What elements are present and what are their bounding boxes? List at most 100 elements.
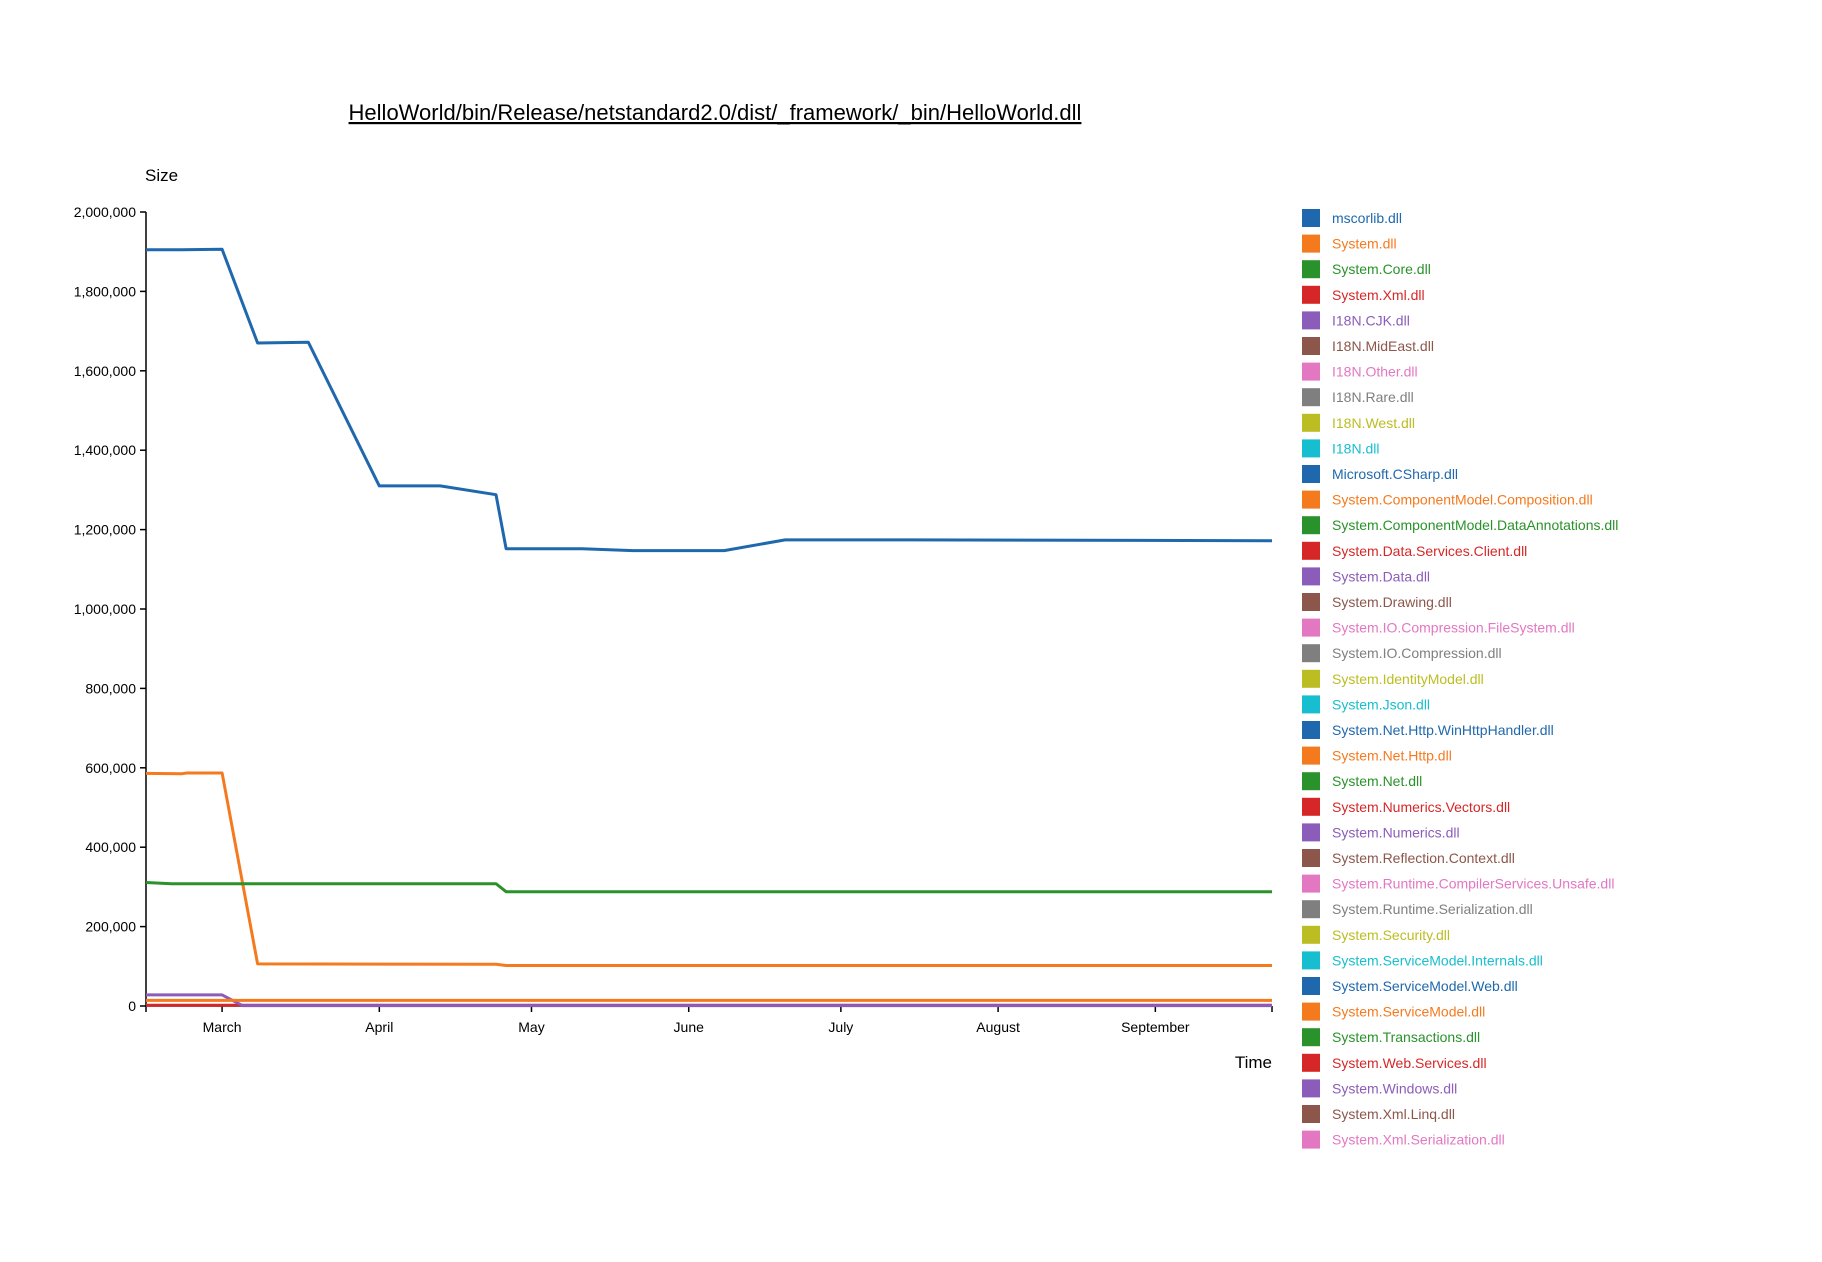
legend-label[interactable]: System.Json.dll	[1332, 696, 1430, 712]
legend-swatch[interactable]	[1302, 285, 1320, 304]
legend-item[interactable]: System.Xml.Serialization.dll	[1302, 1130, 1505, 1149]
legend-item[interactable]: System.Json.dll	[1302, 695, 1430, 714]
legend-swatch[interactable]	[1302, 1028, 1320, 1047]
legend-item[interactable]: System.Reflection.Context.dll	[1302, 849, 1515, 867]
legend-item[interactable]: I18N.West.dll	[1302, 413, 1415, 432]
legend-item[interactable]: System.dll	[1302, 234, 1397, 253]
legend-item[interactable]: System.Net.Http.WinHttpHandler.dll	[1302, 721, 1554, 739]
legend-swatch[interactable]	[1302, 234, 1320, 253]
legend-swatch[interactable]	[1302, 567, 1320, 586]
legend-label[interactable]: System.ComponentModel.DataAnnotations.dl…	[1332, 517, 1618, 533]
legend-label[interactable]: mscorlib.dll	[1332, 210, 1402, 226]
legend-label[interactable]: I18N.MidEast.dll	[1332, 338, 1434, 354]
legend-label[interactable]: System.Transactions.dll	[1332, 1029, 1480, 1045]
legend-swatch[interactable]	[1302, 772, 1320, 791]
legend-swatch[interactable]	[1302, 644, 1320, 663]
legend-item[interactable]: I18N.dll	[1302, 439, 1379, 458]
legend-label[interactable]: System.Numerics.dll	[1332, 824, 1460, 840]
legend-swatch[interactable]	[1302, 439, 1320, 458]
legend-label[interactable]: System.Net.Http.WinHttpHandler.dll	[1332, 722, 1554, 738]
legend-label[interactable]: System.Windows.dll	[1332, 1080, 1457, 1096]
legend-label[interactable]: System.Core.dll	[1332, 261, 1431, 277]
chart-title[interactable]: HelloWorld/bin/Release/netstandard2.0/di…	[349, 100, 1082, 125]
legend-swatch[interactable]	[1302, 413, 1320, 432]
legend-swatch[interactable]	[1302, 1079, 1320, 1098]
legend-swatch[interactable]	[1302, 260, 1320, 279]
legend-item[interactable]: System.Core.dll	[1302, 260, 1431, 279]
legend-item[interactable]: System.Data.dll	[1302, 567, 1430, 586]
series-line[interactable]	[145, 881, 1272, 894]
legend-swatch[interactable]	[1302, 593, 1320, 611]
legend-swatch[interactable]	[1302, 618, 1320, 637]
legend-label[interactable]: System.dll	[1332, 236, 1397, 252]
legend-label[interactable]: System.Runtime.Serialization.dll	[1332, 901, 1533, 917]
legend-item[interactable]: System.ServiceModel.Web.dll	[1302, 977, 1518, 995]
legend-swatch[interactable]	[1302, 362, 1320, 381]
legend-label[interactable]: System.Security.dll	[1332, 927, 1450, 943]
legend-swatch[interactable]	[1302, 1002, 1320, 1021]
legend-item[interactable]: System.Xml.Linq.dll	[1302, 1105, 1455, 1123]
legend-label[interactable]: I18N.West.dll	[1332, 415, 1415, 431]
legend-item[interactable]: I18N.MidEast.dll	[1302, 337, 1434, 355]
legend-item[interactable]: System.Web.Services.dll	[1302, 1053, 1487, 1072]
legend-swatch[interactable]	[1302, 951, 1320, 970]
legend-swatch[interactable]	[1302, 516, 1320, 535]
legend-label[interactable]: System.IO.Compression.dll	[1332, 645, 1502, 661]
legend-label[interactable]: System.IO.Compression.FileSystem.dll	[1332, 620, 1575, 636]
legend-label[interactable]: I18N.CJK.dll	[1332, 312, 1410, 328]
legend-swatch[interactable]	[1302, 925, 1320, 944]
legend-item[interactable]: System.IO.Compression.dll	[1302, 644, 1502, 663]
legend-swatch[interactable]	[1302, 1105, 1320, 1123]
legend-swatch[interactable]	[1302, 209, 1320, 227]
series-line[interactable]	[146, 247, 1273, 553]
legend-label[interactable]: System.Reflection.Context.dll	[1332, 850, 1515, 866]
legend-item[interactable]: System.ServiceModel.dll	[1302, 1002, 1485, 1021]
legend-item[interactable]: System.Transactions.dll	[1302, 1028, 1480, 1047]
legend-item[interactable]: System.Numerics.dll	[1302, 823, 1460, 842]
legend-label[interactable]: System.ServiceModel.Internals.dll	[1332, 952, 1543, 968]
legend-item[interactable]: System.Net.Http.dll	[1302, 746, 1452, 765]
legend-swatch[interactable]	[1302, 874, 1320, 893]
legend-swatch[interactable]	[1302, 721, 1320, 739]
legend-item[interactable]: Microsoft.CSharp.dll	[1302, 465, 1458, 483]
legend-swatch[interactable]	[1302, 849, 1320, 867]
legend-label[interactable]: System.Net.dll	[1332, 773, 1422, 789]
legend-item[interactable]: System.Runtime.CompilerServices.Unsafe.d…	[1302, 874, 1614, 893]
legend-swatch[interactable]	[1302, 1130, 1320, 1149]
legend-label[interactable]: System.Data.dll	[1332, 568, 1430, 584]
series-line[interactable]	[145, 771, 1272, 967]
legend-swatch[interactable]	[1302, 541, 1320, 560]
legend-swatch[interactable]	[1302, 797, 1320, 816]
legend-label[interactable]: I18N.Other.dll	[1332, 364, 1418, 380]
legend-item[interactable]: System.Net.dll	[1302, 772, 1422, 791]
legend-swatch[interactable]	[1302, 823, 1320, 842]
legend-swatch[interactable]	[1302, 1053, 1320, 1072]
legend-swatch[interactable]	[1302, 900, 1320, 919]
legend-swatch[interactable]	[1302, 490, 1320, 509]
legend-item[interactable]: System.ComponentModel.Composition.dll	[1302, 490, 1593, 509]
legend-item[interactable]: System.ServiceModel.Internals.dll	[1302, 951, 1543, 970]
legend-item[interactable]: System.Drawing.dll	[1302, 593, 1452, 611]
legend-label[interactable]: System.IdentityModel.dll	[1332, 671, 1484, 687]
legend-item[interactable]: System.Data.Services.Client.dll	[1302, 541, 1527, 560]
legend-item[interactable]: System.ComponentModel.DataAnnotations.dl…	[1302, 516, 1618, 535]
legend-item[interactable]: System.Runtime.Serialization.dll	[1302, 900, 1533, 919]
legend-label[interactable]: System.Runtime.CompilerServices.Unsafe.d…	[1332, 876, 1614, 892]
legend-swatch[interactable]	[1302, 746, 1320, 765]
legend-label[interactable]: I18N.dll	[1332, 440, 1379, 456]
legend-label[interactable]: System.Xml.dll	[1332, 287, 1425, 303]
legend-label[interactable]: System.ComponentModel.Composition.dll	[1332, 492, 1593, 508]
legend-item[interactable]: mscorlib.dll	[1302, 209, 1402, 227]
legend-label[interactable]: System.ServiceModel.dll	[1332, 1004, 1485, 1020]
legend-item[interactable]: System.Windows.dll	[1302, 1079, 1457, 1098]
legend-item[interactable]: System.IO.Compression.FileSystem.dll	[1302, 618, 1575, 637]
legend-label[interactable]: System.Net.Http.dll	[1332, 748, 1452, 764]
legend-swatch[interactable]	[1302, 695, 1320, 714]
legend-swatch[interactable]	[1302, 388, 1320, 407]
legend-item[interactable]: I18N.Other.dll	[1302, 362, 1418, 381]
legend-item[interactable]: I18N.CJK.dll	[1302, 311, 1410, 330]
legend-label[interactable]: System.Data.Services.Client.dll	[1332, 543, 1527, 559]
legend-label[interactable]: System.Numerics.Vectors.dll	[1332, 799, 1510, 815]
legend-label[interactable]: I18N.Rare.dll	[1332, 389, 1414, 405]
legend-label[interactable]: System.Drawing.dll	[1332, 594, 1452, 610]
